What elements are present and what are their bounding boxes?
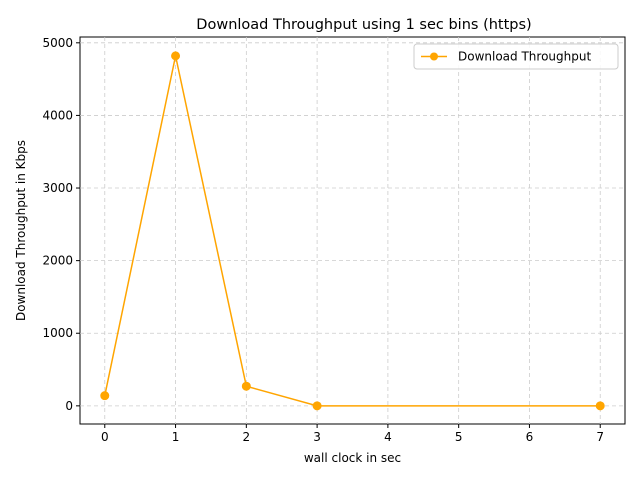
tick-layer: 0 1 2 3 4 5 6 7 0 1000 2000 3000 4000 5000 (42, 36, 604, 444)
legend-label: Download Throughput (458, 50, 591, 64)
data-point (100, 391, 110, 401)
x-tick-label: 5 (455, 430, 463, 444)
x-tick-label: 3 (313, 430, 321, 444)
data-point (595, 401, 605, 411)
y-tick-label: 1000 (42, 326, 73, 340)
x-tick-label: 1 (172, 430, 180, 444)
data-point (312, 401, 322, 411)
x-tick-label: 2 (243, 430, 251, 444)
legend-marker (430, 52, 438, 61)
plot-area (79, 36, 626, 425)
y-tick-label: 5000 (42, 36, 73, 50)
data-point (241, 381, 251, 391)
y-tick-label: 4000 (42, 108, 73, 122)
y-axis-label: Download Throughput in Kbps (14, 140, 28, 321)
x-axis-label: wall clock in sec (304, 451, 401, 465)
x-tick-label: 6 (526, 430, 534, 444)
y-tick-label: 2000 (42, 254, 73, 268)
x-tick-label: 0 (101, 430, 109, 444)
legend: Download Throughput (413, 43, 619, 70)
chart-title: Download Throughput using 1 sec bins (ht… (196, 17, 531, 33)
series-layer (100, 51, 605, 411)
legend-box (413, 43, 619, 70)
data-point (171, 51, 181, 61)
y-tick-label: 0 (65, 399, 73, 413)
y-tick-label: 3000 (42, 181, 73, 195)
series-line (104, 55, 601, 407)
grid-layer (80, 37, 625, 424)
x-tick-label: 4 (384, 430, 392, 444)
x-tick-label: 7 (596, 430, 604, 444)
